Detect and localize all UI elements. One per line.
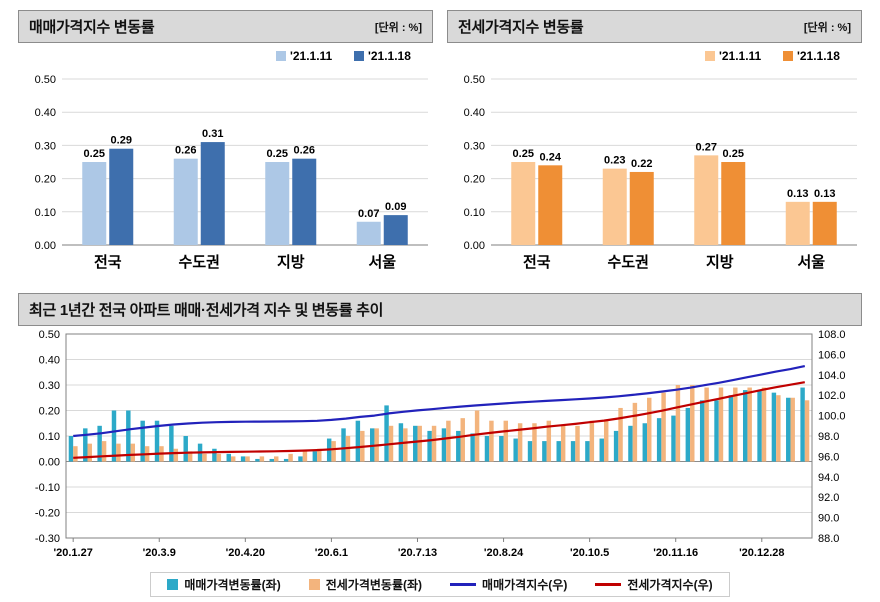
- svg-text:-0.20: -0.20: [35, 508, 60, 520]
- svg-text:106.0: 106.0: [818, 349, 846, 361]
- svg-text:0.26: 0.26: [294, 145, 315, 157]
- svg-text:0.40: 0.40: [464, 107, 485, 119]
- svg-text:'20.8.24: '20.8.24: [484, 547, 524, 559]
- svg-text:'20.10.5: '20.10.5: [570, 547, 609, 559]
- jeonse-panel-unit: [단위 : %]: [803, 21, 851, 34]
- sale-panel-unit: [단위 : %]: [374, 21, 422, 34]
- svg-text:0.10: 0.10: [35, 207, 56, 219]
- svg-text:96.0: 96.0: [818, 451, 839, 463]
- svg-text:'20.11.16: '20.11.16: [653, 547, 698, 559]
- svg-text:0.29: 0.29: [111, 135, 132, 147]
- svg-text:0.50: 0.50: [464, 74, 485, 86]
- jeonse-panel-header: 전세가격지수 변동률 [단위 : %]: [447, 10, 862, 43]
- jeonse-panel-title: 전세가격지수 변동률: [458, 19, 584, 36]
- svg-text:0.10: 0.10: [39, 431, 60, 443]
- svg-text:'20.1.27: '20.1.27: [54, 547, 93, 559]
- svg-text:94.0: 94.0: [818, 472, 839, 484]
- svg-text:서울: 서울: [368, 254, 396, 271]
- sale-bar-chart: 0.00 0.10 0.20 0.30 0.40 0.50 0.25 0.29 전국 0.26 0.…: [18, 43, 433, 281]
- svg-text:0.23: 0.23: [604, 155, 625, 167]
- svg-text:지방: 지방: [277, 253, 305, 271]
- svg-text:전국: 전국: [523, 254, 551, 271]
- svg-text:0.50: 0.50: [39, 329, 60, 341]
- svg-text:서울: 서울: [797, 254, 825, 271]
- svg-text:0.25: 0.25: [513, 148, 534, 160]
- sale-index-line-swatch: [450, 583, 477, 586]
- sale-change-swatch: [167, 579, 179, 590]
- svg-text:102.0: 102.0: [818, 390, 846, 402]
- svg-text:0.07: 0.07: [358, 208, 379, 220]
- jeonse-change-label: 전세가격변동률(좌): [325, 578, 423, 592]
- legend-item-jeonse-change: 전세가격변동률(좌): [308, 576, 423, 593]
- sale-index-label: 매매가격지수(우): [482, 578, 568, 592]
- legend-item-sale-index: 매매가격지수(우): [450, 576, 567, 593]
- sale-panel-header: 매매가격지수 변동률 [단위 : %]: [18, 10, 433, 43]
- svg-text:'21.1.11: '21.1.11: [719, 49, 762, 63]
- svg-text:0.25: 0.25: [84, 148, 105, 160]
- svg-text:지방: 지방: [706, 253, 734, 271]
- jeonse-change-swatch: [308, 579, 320, 590]
- svg-text:0.22: 0.22: [631, 158, 652, 170]
- svg-text:-0.30: -0.30: [35, 533, 60, 545]
- jeonse-index-line-swatch: [595, 583, 622, 586]
- svg-text:수도권: 수도권: [179, 253, 220, 271]
- svg-text:0.25: 0.25: [723, 148, 744, 160]
- svg-text:'21.1.11: '21.1.11: [290, 49, 333, 63]
- svg-text:98.0: 98.0: [818, 431, 839, 443]
- svg-text:'20.3.9: '20.3.9: [143, 547, 176, 559]
- svg-text:88.0: 88.0: [818, 533, 839, 545]
- svg-text:0.26: 0.26: [175, 145, 196, 157]
- svg-text:수도권: 수도권: [608, 253, 649, 271]
- legend-item-jeonse-index: 전세가격지수(우): [595, 576, 713, 593]
- jeonse-bar-chart: 0.00 0.10 0.20 0.30 0.40 0.50 0.25 0.24 전국 0.23 0.…: [447, 43, 862, 281]
- svg-text:108.0: 108.0: [818, 329, 846, 341]
- svg-text:'20.12.28: '20.12.28: [739, 547, 784, 559]
- svg-text:0.09: 0.09: [385, 201, 406, 213]
- svg-text:'20.6.1: '20.6.1: [315, 547, 348, 559]
- trend-panel: 최근 1년간 전국 아파트 매매·전세가격 지수 및 변동률 추이 -0.30-…: [18, 293, 862, 597]
- svg-text:전국: 전국: [94, 254, 122, 271]
- svg-text:0.13: 0.13: [787, 188, 808, 200]
- svg-text:0.30: 0.30: [35, 140, 56, 152]
- svg-text:0.00: 0.00: [464, 240, 485, 252]
- svg-text:0.20: 0.20: [35, 174, 56, 186]
- svg-text:92.0: 92.0: [818, 492, 839, 504]
- sale-price-panel: 매매가격지수 변동률 [단위 : %] 0.00 0.10 0.20 0.30 0.40…: [18, 10, 433, 281]
- svg-text:0.25: 0.25: [267, 148, 288, 160]
- svg-text:0.40: 0.40: [35, 107, 56, 119]
- svg-text:100.0: 100.0: [818, 411, 846, 423]
- svg-text:0.20: 0.20: [464, 174, 485, 186]
- trend-legend: 매매가격변동률(좌) 전세가격변동률(좌) 매매가격지수(우) 전세가격지수(우…: [150, 572, 730, 597]
- sale-change-label: 매매가격변동률(좌): [184, 578, 281, 592]
- svg-text:0.30: 0.30: [464, 140, 485, 152]
- svg-text:0.31: 0.31: [202, 128, 223, 140]
- sale-panel-title: 매매가격지수 변동률: [29, 19, 155, 36]
- top-row: 매매가격지수 변동률 [단위 : %] 0.00 0.10 0.20 0.30 0.40…: [18, 10, 862, 281]
- svg-text:0.24: 0.24: [540, 151, 562, 163]
- svg-text:-0.10: -0.10: [35, 482, 60, 494]
- svg-text:0.00: 0.00: [39, 457, 60, 469]
- svg-text:0.50: 0.50: [35, 74, 56, 86]
- trend-combo-chart: -0.30 -0.20 -0.10 0.00 0.10 0.20 0.30 0.40 0.50 8…: [18, 326, 862, 570]
- legend-item-sale-change: 매매가격변동률(좌): [167, 576, 281, 593]
- jeonse-index-label: 전세가격지수(우): [627, 578, 713, 592]
- svg-text:0.27: 0.27: [696, 141, 717, 153]
- svg-text:'21.1.18: '21.1.18: [368, 49, 411, 63]
- jeonse-price-panel: 전세가격지수 변동률 [단위 : %] 0.00 0.10 0.20 0.30 0.40…: [447, 10, 862, 281]
- svg-text:0.20: 0.20: [39, 406, 60, 418]
- svg-text:0.40: 0.40: [39, 355, 60, 367]
- svg-text:0.30: 0.30: [39, 380, 60, 392]
- svg-text:'20.7.13: '20.7.13: [398, 547, 437, 559]
- svg-text:0.10: 0.10: [464, 207, 485, 219]
- svg-text:'20.4.20: '20.4.20: [226, 547, 265, 559]
- svg-text:0.00: 0.00: [35, 240, 56, 252]
- trend-panel-title: 최근 1년간 전국 아파트 매매·전세가격 지수 및 변동률 추이: [29, 302, 384, 319]
- svg-text:104.0: 104.0: [818, 370, 846, 382]
- svg-text:90.0: 90.0: [818, 513, 839, 525]
- svg-text:0.13: 0.13: [814, 188, 835, 200]
- svg-text:'21.1.18: '21.1.18: [797, 49, 840, 63]
- trend-panel-header: 최근 1년간 전국 아파트 매매·전세가격 지수 및 변동률 추이: [18, 293, 862, 326]
